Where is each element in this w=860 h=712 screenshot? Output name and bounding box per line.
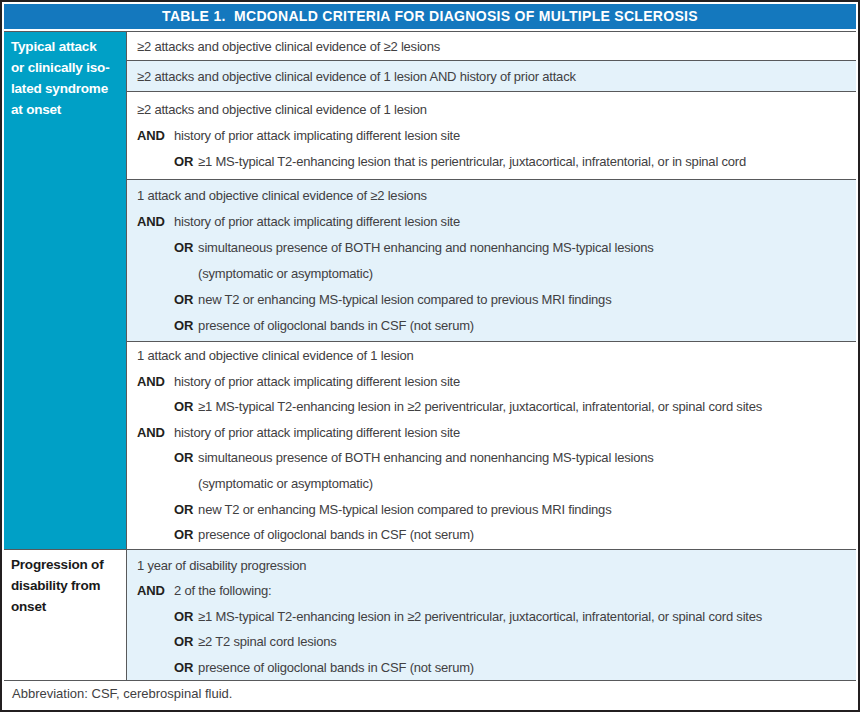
- criterion-text: history of prior attack implicating diff…: [174, 123, 460, 149]
- criterion-line-or: OR presence of oligoclonal bands in CSF …: [137, 522, 851, 548]
- criterion-text: 1 year of disability progression: [137, 553, 306, 578]
- criterion-line-or: OR presence of oligoclonal bands in CSF …: [137, 313, 851, 339]
- or-keyword: OR: [174, 235, 193, 261]
- criterion-line: ≥2 attacks and objective clinical eviden…: [137, 64, 851, 90]
- table-title: TABLE 1. MCDONALD CRITERIA FOR DIAGNOSIS…: [4, 4, 856, 29]
- criterion-text: presence of oligoclonal bands in CSF (no…: [198, 522, 474, 548]
- criterion-line-and: AND history of prior attack implicating …: [137, 123, 851, 149]
- criterion-line: ≥2 attacks and objective clinical eviden…: [137, 97, 851, 123]
- criterion-line: 1 year of disability progression: [137, 553, 851, 578]
- criterion-line-or: OR ≥1 MS-typical T2-enhancing lesion in …: [137, 604, 851, 629]
- group-progression: Progression of disability from onset 1 y…: [4, 549, 856, 680]
- criteria-row: 1 attack and objective clinical evidence…: [127, 179, 856, 341]
- criterion-text: ≥1 MS-typical T2-enhancing lesion that i…: [198, 149, 746, 175]
- criterion-line-or: OR ≥2 T2 spinal cord lesions: [137, 629, 851, 654]
- criterion-text: ≥2 attacks and objective clinical eviden…: [137, 97, 427, 123]
- or-keyword: OR: [174, 149, 193, 175]
- or-keyword: OR: [174, 394, 193, 420]
- criterion-text: ≥2 T2 spinal cord lesions: [198, 629, 336, 654]
- criterion-text: presence of oligoclonal bands in CSF (no…: [198, 655, 474, 680]
- or-keyword: OR: [174, 313, 193, 339]
- criterion-text: 1 attack and objective clinical evidence…: [137, 343, 414, 369]
- criterion-text: 2 of the following:: [174, 578, 271, 603]
- or-keyword: OR: [174, 655, 193, 680]
- criterion-line-or: OR new T2 or enhancing MS-typical lesion…: [137, 287, 851, 313]
- criterion-text: ≥2 attacks and objective clinical eviden…: [137, 34, 440, 60]
- and-keyword: AND: [137, 420, 174, 446]
- or-keyword: OR: [174, 629, 193, 654]
- criterion-text: new T2 or enhancing MS-typical lesion co…: [198, 287, 611, 313]
- criterion-text: ≥2 attacks and objective clinical eviden…: [137, 64, 576, 90]
- mcdonald-criteria-table: TABLE 1. MCDONALD CRITERIA FOR DIAGNOSIS…: [0, 0, 860, 712]
- criterion-text: simultaneous presence of BOTH enhancing …: [198, 235, 653, 287]
- criteria-row: 1 year of disability progression AND 2 o…: [127, 550, 856, 680]
- criteria-rows: 1 year of disability progression AND 2 o…: [127, 550, 856, 680]
- or-keyword: OR: [174, 522, 193, 548]
- criterion-text: history of prior attack implicating diff…: [174, 369, 460, 395]
- group-typical-attack: Typical attack or clinically iso- lated …: [4, 31, 856, 549]
- criteria-row: ≥2 attacks and objective clinical eviden…: [127, 91, 856, 179]
- criterion-text: new T2 or enhancing MS-typical lesion co…: [198, 497, 611, 523]
- criterion-line-and: AND history of prior attack implicating …: [137, 209, 851, 235]
- and-keyword: AND: [137, 123, 174, 149]
- and-keyword: AND: [137, 369, 174, 395]
- criteria-row: 1 attack and objective clinical evidence…: [127, 341, 856, 549]
- criterion-line: ≥2 attacks and objective clinical eviden…: [137, 34, 851, 60]
- group-label-progression: Progression of disability from onset: [4, 550, 127, 680]
- criterion-text: presence of oligoclonal bands in CSF (no…: [198, 313, 474, 339]
- criterion-line-or: OR ≥1 MS-typical T2-enhancing lesion in …: [137, 394, 851, 420]
- criteria-row: ≥2 attacks and objective clinical eviden…: [127, 32, 856, 60]
- criterion-line: 1 attack and objective clinical evidence…: [137, 183, 851, 209]
- criterion-line-or: OR simultaneous presence of BOTH enhanci…: [137, 235, 851, 287]
- criterion-line-and: AND history of prior attack implicating …: [137, 369, 851, 395]
- criterion-line-and: AND history of prior attack implicating …: [137, 420, 851, 446]
- criterion-text: simultaneous presence of BOTH enhancing …: [198, 445, 653, 496]
- or-keyword: OR: [174, 604, 193, 629]
- or-keyword: OR: [174, 287, 193, 313]
- criterion-text: ≥1 MS-typical T2-enhancing lesion in ≥2 …: [198, 394, 762, 420]
- criteria-rows: ≥2 attacks and objective clinical eviden…: [127, 32, 856, 549]
- criterion-text: history of prior attack implicating diff…: [174, 420, 460, 446]
- criterion-line-or: OR presence of oligoclonal bands in CSF …: [137, 655, 851, 680]
- and-keyword: AND: [137, 578, 174, 603]
- and-keyword: AND: [137, 209, 174, 235]
- criterion-text: 1 attack and objective clinical evidence…: [137, 183, 427, 209]
- criteria-row: ≥2 attacks and objective clinical eviden…: [127, 60, 856, 91]
- criterion-text: history of prior attack implicating diff…: [174, 209, 460, 235]
- or-keyword: OR: [174, 497, 193, 523]
- criterion-line-or: OR simultaneous presence of BOTH enhanci…: [137, 445, 851, 496]
- criterion-line: 1 attack and objective clinical evidence…: [137, 343, 851, 369]
- criterion-line-or: OR ≥1 MS-typical T2-enhancing lesion tha…: [137, 149, 851, 175]
- criterion-line-or: OR new T2 or enhancing MS-typical lesion…: [137, 497, 851, 523]
- footnote: Abbreviation: CSF, cerebrospinal fluid.: [4, 680, 856, 708]
- or-keyword: OR: [174, 445, 193, 471]
- group-label-typical-attack: Typical attack or clinically iso- lated …: [4, 32, 127, 549]
- criterion-line-and: AND 2 of the following:: [137, 578, 851, 603]
- criterion-text: ≥1 MS-typical T2-enhancing lesion in ≥2 …: [198, 604, 762, 629]
